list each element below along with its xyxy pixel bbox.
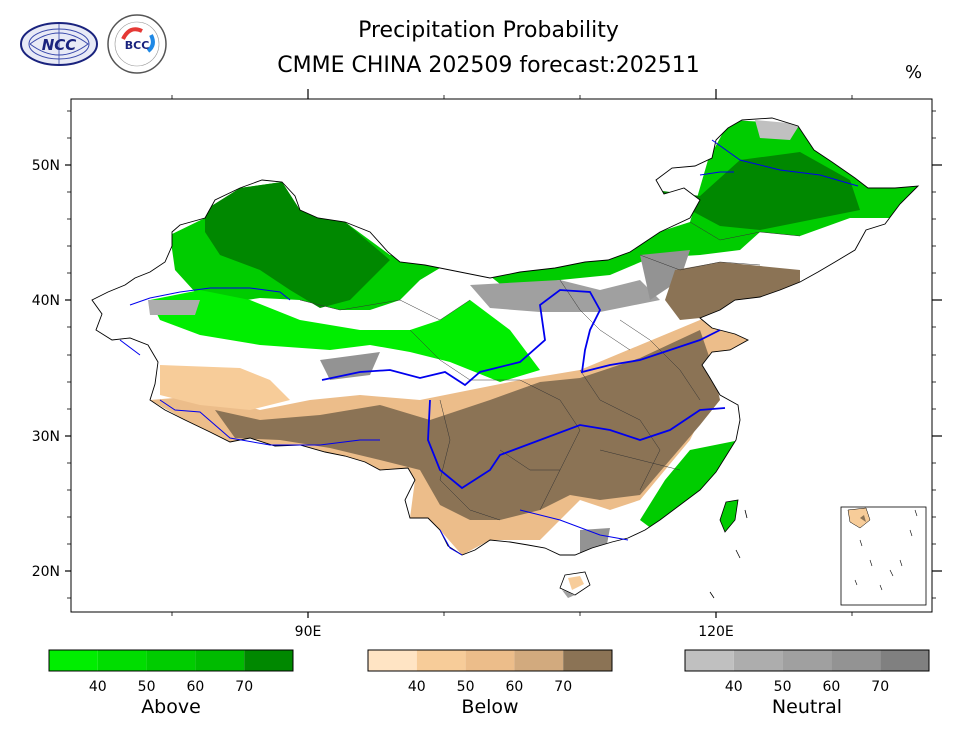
lon-label-120e: 120E xyxy=(698,624,734,640)
inset-dashes xyxy=(854,509,918,591)
below-colorbar-frame xyxy=(367,649,613,672)
neutral-colorbar-frame xyxy=(684,649,930,672)
above-colorbar-title: Above xyxy=(141,696,201,718)
neutral-colorbar-segment xyxy=(733,650,783,671)
neutral-patch xyxy=(320,352,380,380)
above-patch xyxy=(150,290,540,382)
below-colorbar-segment xyxy=(514,650,564,671)
province-boundaries xyxy=(299,221,801,521)
lat-label-50n: 50N xyxy=(32,158,60,174)
neutral-colorbar-title: Neutral xyxy=(772,696,842,718)
neutral-colorbar-segment xyxy=(880,650,929,671)
above-colorbar-tick: 70 xyxy=(235,679,253,695)
below-colorbar-tick: 40 xyxy=(408,679,426,695)
neutral-colorbar-tick: 50 xyxy=(774,679,792,695)
above-colorbar-segment xyxy=(195,650,245,671)
below-patch xyxy=(665,262,800,320)
title-line1: Precipitation Probability xyxy=(358,18,619,43)
ncc-logo-text: NCC xyxy=(42,36,77,54)
yangtze-river xyxy=(427,399,726,490)
above-colorbar-segment xyxy=(244,650,293,671)
hainan-neutral xyxy=(562,590,575,598)
above-colorbar-tick: 50 xyxy=(138,679,156,695)
below-patch xyxy=(160,365,290,410)
axis-minor-ticks xyxy=(67,95,936,616)
minor-rivers xyxy=(119,139,859,556)
neutral-colorbar-tick: 70 xyxy=(871,679,889,695)
neutral-colorbar-segment xyxy=(831,650,881,671)
below-colorbar-tick: 60 xyxy=(505,679,523,695)
major-rivers xyxy=(321,289,726,490)
neutral-colorbar-segment xyxy=(685,650,734,671)
above-colorbar-tick: 60 xyxy=(186,679,204,695)
above-colorbar-segment xyxy=(97,650,147,671)
axis-ticks xyxy=(65,89,942,618)
above-colorbar-tick: 40 xyxy=(89,679,107,695)
neutral-patch xyxy=(755,120,800,140)
yellow-river xyxy=(321,289,721,387)
above-colorbar-segment xyxy=(146,650,196,671)
above-patch xyxy=(655,152,860,230)
below-patch xyxy=(215,330,720,520)
south-china-sea-inset xyxy=(840,506,927,606)
neutral-colorbar-segment xyxy=(782,650,832,671)
lat-label-40n: 40N xyxy=(32,293,60,309)
lon-label-90e: 90E xyxy=(295,624,322,640)
nine-dash-line xyxy=(709,509,748,599)
below-colorbar-tick: 50 xyxy=(457,679,475,695)
lat-label-30n: 30N xyxy=(32,429,60,445)
neutral-patch xyxy=(148,300,200,315)
ncc-logo-icon: NCC xyxy=(20,22,98,66)
above-colorbar-segment xyxy=(49,650,98,671)
above-colorbar-frame xyxy=(48,649,294,672)
below-colorbar-title: Below xyxy=(461,696,518,718)
taiwan-island xyxy=(719,499,739,533)
neutral-patch xyxy=(640,250,690,300)
neutral-colorbar-tick: 40 xyxy=(725,679,743,695)
below-colorbar-segment xyxy=(368,650,417,671)
above-patch xyxy=(205,182,390,308)
bcc-logo-text: BCC xyxy=(125,39,150,52)
neutral-colorbar-tick: 60 xyxy=(822,679,840,695)
colorbar-legend: 40 50 60 70 Above 40 50 60 70 Below 40 50 60 70 Neutra… xyxy=(48,649,930,718)
below-colorbar-segment xyxy=(563,650,612,671)
unit-label: % xyxy=(905,62,923,83)
bcc-logo-icon: BCC xyxy=(107,14,167,74)
above-patch xyxy=(640,440,740,535)
below-colorbar-tick: 70 xyxy=(554,679,572,695)
hainan-fill xyxy=(568,576,584,590)
title-line2: CMME CHINA 202509 forecast:202511 xyxy=(277,53,700,78)
below-colorbar-segment xyxy=(465,650,515,671)
lat-label-20n: 20N xyxy=(32,564,60,580)
below-colorbar-segment xyxy=(416,650,466,671)
neutral-patch xyxy=(470,280,660,312)
